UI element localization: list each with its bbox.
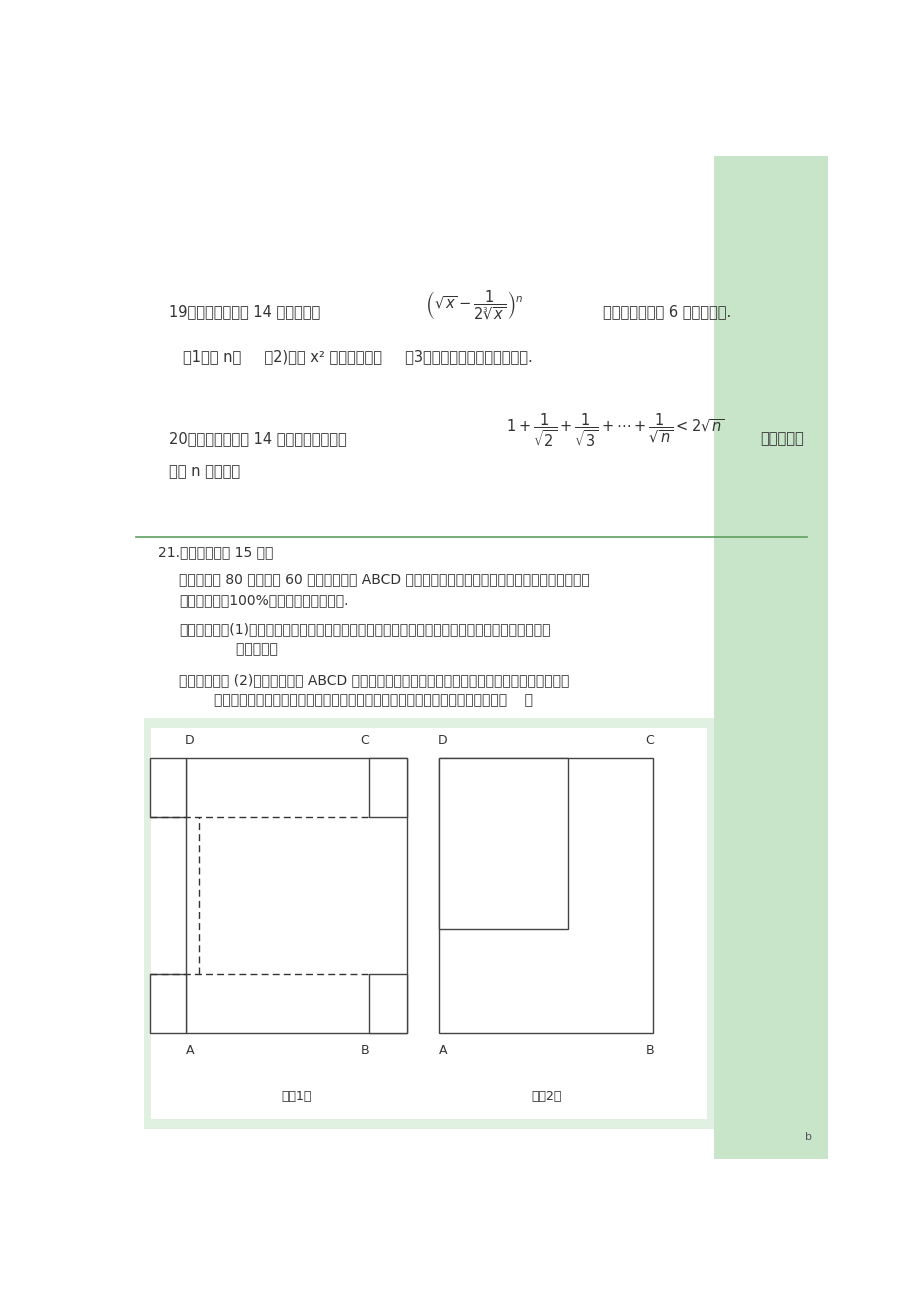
Bar <box>369 974 407 1034</box>
Text: A: A <box>438 1044 447 1057</box>
Bar <box>151 728 706 1118</box>
Bar <box>186 758 407 1034</box>
Bar <box>150 758 186 818</box>
Bar <box>150 974 186 1034</box>
Text: 方案一：如图(1)，从右侧两个角上剪下两个小正方形，焊接到左侧中间，沿虚线折起，求此时铁皮: 方案一：如图(1)，从右侧两个角上剪下两个小正方形，焊接到左侧中间，沿虚线折起，… <box>179 622 550 637</box>
Text: A: A <box>186 1044 194 1057</box>
Text: 现有一张长 80 厘米、宽 60 厘米的长方形 ABCD 铁皮，准备用它做成一只无盖长方体铁皮盒，要求: 现有一张长 80 厘米、宽 60 厘米的长方形 ABCD 铁皮，准备用它做成一只… <box>179 573 589 586</box>
Text: C: C <box>360 734 369 747</box>
Text: 图（1）: 图（1） <box>281 1090 312 1103</box>
Text: C: C <box>644 734 653 747</box>
Text: B: B <box>360 1044 369 1057</box>
Text: 图（2）: 图（2） <box>530 1090 561 1103</box>
Text: 对任意的正: 对任意的正 <box>759 431 803 447</box>
Text: （1）求 n；     （2)求含 x² 的项的系数；     （3）求展开式中所有的有理项.: （1）求 n； （2)求含 x² 的项的系数； （3）求展开式中所有的有理项. <box>183 349 533 365</box>
Text: 盒的体积；: 盒的体积； <box>200 642 278 656</box>
Text: 20、（本小题满分 14 分）证明不等式：: 20、（本小题满分 14 分）证明不等式： <box>169 431 346 447</box>
Text: $1+\dfrac{1}{\sqrt{2}}+\dfrac{1}{\sqrt{3}}+\cdots+\dfrac{1}{\sqrt{n}}<2\sqrt{n}$: $1+\dfrac{1}{\sqrt{2}}+\dfrac{1}{\sqrt{3… <box>505 411 723 449</box>
Text: $\left(\sqrt{x}-\dfrac{1}{2\sqrt[3]{x}}\right)^{n}$: $\left(\sqrt{x}-\dfrac{1}{2\sqrt[3]{x}}\… <box>425 289 523 323</box>
Bar <box>143 717 713 1129</box>
Text: D: D <box>437 734 448 747</box>
Text: 的展开式中，第 6 项为常数项.: 的展开式中，第 6 项为常数项. <box>603 305 731 319</box>
Bar <box>369 758 407 818</box>
Text: 下材料剪拼后作为铁皮盒的侧面，求该铁皮盒体积的最大值，并说明如何剪拼？    。: 下材料剪拼后作为铁皮盒的侧面，求该铁皮盒体积的最大值，并说明如何剪拼？ 。 <box>179 694 533 707</box>
Text: 方案二：如图 (2)，若从长方形 ABCD 的一个角上剪下一块正方形铁皮，作为铁皮盒的底面，用余: 方案二：如图 (2)，若从长方形 ABCD 的一个角上剪下一块正方形铁皮，作为铁… <box>179 673 569 687</box>
Bar <box>439 758 652 1034</box>
Text: B: B <box>645 1044 653 1057</box>
Bar <box>713 156 827 1159</box>
Text: 21.（本小题满分 15 分）: 21.（本小题满分 15 分） <box>158 546 273 560</box>
Text: 19、（本小题满分 14 分）已知在: 19、（本小题满分 14 分）已知在 <box>169 305 320 319</box>
Text: 整数 n 恒成立。: 整数 n 恒成立。 <box>169 465 240 479</box>
Text: b: b <box>803 1131 811 1142</box>
Text: D: D <box>185 734 195 747</box>
Text: 材料利用率为100%，不考虑焊接处损失.: 材料利用率为100%，不考虑焊接处损失. <box>179 594 348 607</box>
Bar <box>439 758 567 928</box>
